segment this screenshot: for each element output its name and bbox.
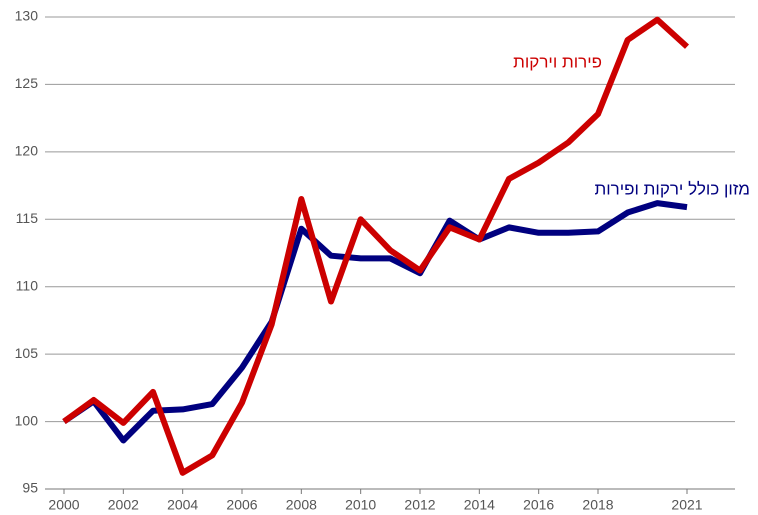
y-tick-label: 100 [15, 412, 39, 428]
series-label: פירות וירקות [513, 52, 602, 71]
x-tick-label: 2002 [108, 497, 139, 513]
x-tick-label: 2010 [345, 497, 376, 513]
x-tick-label: 2021 [671, 497, 702, 513]
x-tick-label: 2000 [48, 497, 79, 513]
y-tick-label: 110 [16, 277, 39, 293]
y-tick-label: 95 [22, 480, 38, 496]
x-tick-label: 2014 [464, 497, 495, 513]
y-tick-label: 105 [15, 345, 39, 361]
x-tick-label: 2018 [582, 497, 613, 513]
series-line [62, 16, 690, 476]
y-tick-label: 130 [15, 8, 39, 24]
y-tick-label: 120 [15, 143, 39, 159]
series-line [62, 200, 688, 444]
y-tick-label: 115 [16, 210, 39, 226]
x-tick-label: 2006 [226, 497, 257, 513]
x-tick-label: 2004 [167, 497, 198, 513]
y-tick-label: 125 [15, 75, 39, 91]
x-tick-label: 2016 [523, 497, 554, 513]
series-label: מזון כולל ירקות ופירות [595, 179, 751, 198]
x-tick-label: 2012 [404, 497, 435, 513]
x-tick-label: 2008 [286, 497, 317, 513]
